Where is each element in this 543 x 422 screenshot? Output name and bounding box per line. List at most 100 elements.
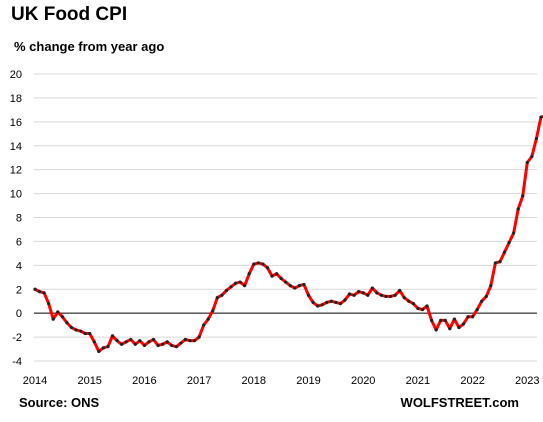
data-point <box>229 285 233 289</box>
data-point <box>306 293 311 297</box>
data-point <box>37 290 42 294</box>
data-point <box>202 323 206 327</box>
source-note: Source: ONS <box>19 395 100 410</box>
data-point <box>457 325 461 330</box>
data-point <box>124 340 128 344</box>
data-point <box>133 342 137 346</box>
data-point <box>110 334 115 338</box>
data-point <box>539 115 543 119</box>
data-point <box>293 286 297 290</box>
data-point <box>461 322 466 326</box>
data-point <box>220 293 224 297</box>
data-point <box>179 341 183 345</box>
y-tick-label: 8 <box>16 213 22 225</box>
data-point <box>388 294 393 299</box>
data-point <box>370 286 374 290</box>
data-point <box>129 337 133 342</box>
data-point <box>243 284 247 288</box>
x-tick-label: 2016 <box>132 375 156 387</box>
data-point <box>192 339 197 343</box>
data-point <box>311 300 315 304</box>
x-axis-tick-labels: 2014 2015 2016 2017 2018 2019 2020 2021 2022 2023 <box>23 375 540 387</box>
data-point <box>120 342 124 346</box>
data-point <box>147 340 151 344</box>
data-point <box>489 284 493 288</box>
y-tick-label: 16 <box>10 117 22 129</box>
data-point <box>151 337 156 342</box>
data-point <box>56 310 60 314</box>
data-point <box>448 327 452 331</box>
data-point <box>233 281 238 285</box>
data-point <box>183 337 188 342</box>
data-point <box>534 136 539 141</box>
data-point <box>270 274 274 278</box>
data-point <box>493 261 497 265</box>
data-point <box>60 315 64 319</box>
data-point <box>316 304 320 308</box>
data-point <box>357 290 361 294</box>
data-point <box>224 288 229 293</box>
gridlines <box>34 73 537 362</box>
data-point <box>174 345 178 349</box>
data-point <box>407 299 411 303</box>
data-point <box>512 231 516 235</box>
y-tick-label: 10 <box>10 189 22 201</box>
data-point <box>338 302 343 306</box>
data-point <box>247 272 251 276</box>
data-point <box>402 296 406 300</box>
data-point <box>274 272 279 276</box>
data-point <box>416 306 420 310</box>
data-point <box>47 302 51 306</box>
data-point <box>507 241 511 245</box>
data-point <box>530 154 534 159</box>
data-point <box>352 293 356 297</box>
data-point <box>366 293 370 297</box>
data-point <box>188 339 192 343</box>
data-point <box>92 340 96 344</box>
data-point <box>384 294 388 299</box>
x-tick-label: 2015 <box>77 375 101 387</box>
y-tick-label: 6 <box>16 236 22 248</box>
y-tick-label: -4 <box>12 356 22 368</box>
y-tick-label: 18 <box>10 93 22 105</box>
data-point <box>65 321 69 325</box>
y-tick-label: 12 <box>10 165 22 177</box>
x-tick-label: 2014 <box>23 375 47 387</box>
data-point <box>197 335 201 339</box>
data-point <box>434 328 438 332</box>
data-point <box>498 260 502 264</box>
data-point <box>379 293 384 297</box>
data-point <box>42 291 46 295</box>
data-point <box>170 343 174 348</box>
data-point <box>484 294 488 299</box>
marker-layer <box>33 115 543 354</box>
data-point <box>329 299 333 303</box>
data-point <box>215 296 219 300</box>
data-point <box>265 266 270 270</box>
data-point <box>106 345 110 349</box>
data-point <box>398 288 402 293</box>
data-point <box>471 315 475 319</box>
x-tick-label: 2020 <box>351 375 375 387</box>
data-point <box>78 329 83 333</box>
data-point <box>443 318 447 322</box>
data-point <box>261 262 265 266</box>
data-point <box>393 293 397 297</box>
x-tick-label: 2023 <box>515 375 539 387</box>
data-point <box>69 325 74 330</box>
data-point <box>502 250 507 254</box>
data-point <box>521 194 525 198</box>
data-point <box>284 280 288 284</box>
data-point <box>33 287 37 291</box>
data-point <box>115 339 119 343</box>
chart-title: UK Food CPI <box>11 4 128 25</box>
y-tick-label: 4 <box>16 260 22 272</box>
data-point <box>452 317 456 321</box>
chart-subtitle: % change from year ago <box>14 39 165 54</box>
data-point <box>375 291 379 295</box>
x-tick-label: 2022 <box>460 375 484 387</box>
data-point <box>420 307 425 312</box>
data-point <box>161 342 165 346</box>
